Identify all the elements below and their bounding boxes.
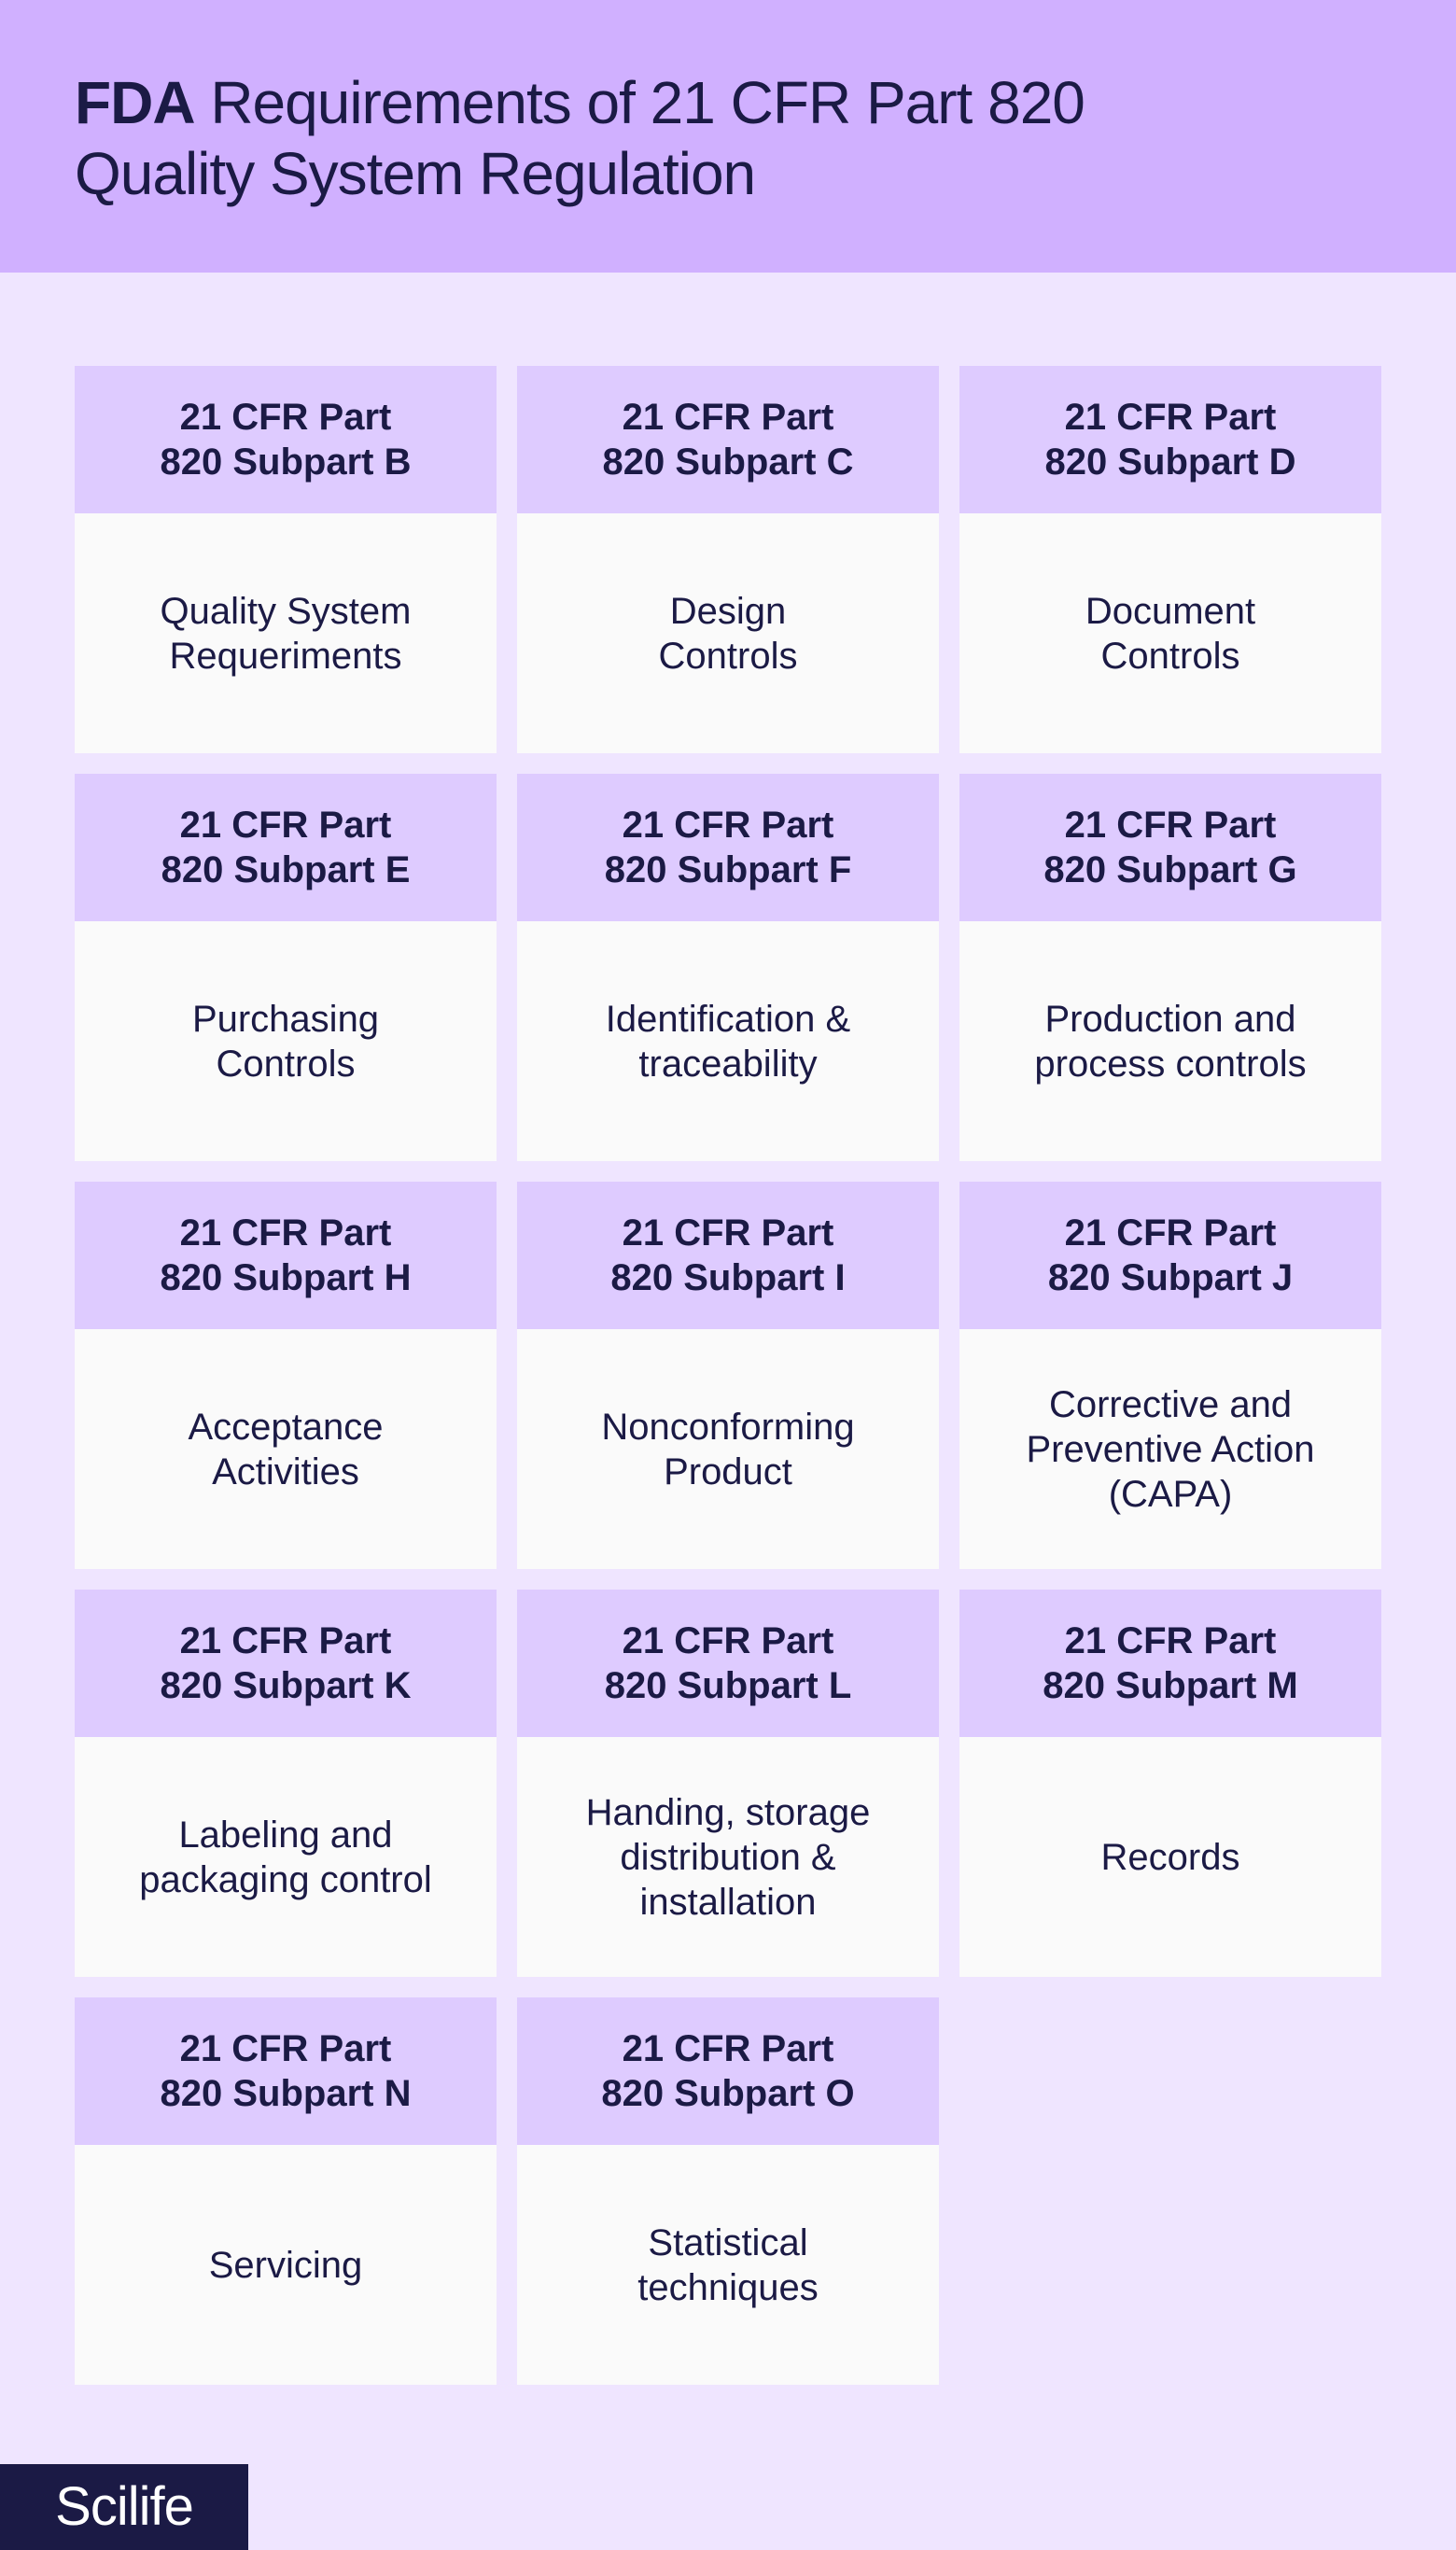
subpart-card-h: 21 CFR Part 820 Subpart H Acceptance Act… (75, 1182, 497, 1569)
subpart-card-l: 21 CFR Part 820 Subpart L Handing, stora… (517, 1590, 939, 1977)
header-banner: FDA Requirements of 21 CFR Part 820 Quali… (0, 0, 1456, 273)
card-description: Corrective and Preventive Action (CAPA) (959, 1329, 1381, 1569)
card-heading: 21 CFR Part 820 Subpart D (959, 366, 1381, 513)
subpart-card-i: 21 CFR Part 820 Subpart I Nonconforming … (517, 1182, 939, 1569)
card-description: Nonconforming Product (517, 1329, 939, 1569)
card-heading: 21 CFR Part 820 Subpart K (75, 1590, 497, 1737)
card-description: Labeling and packaging control (75, 1737, 497, 1977)
card-heading: 21 CFR Part 820 Subpart G (959, 774, 1381, 921)
subpart-card-j: 21 CFR Part 820 Subpart J Corrective and… (959, 1182, 1381, 1569)
card-heading: 21 CFR Part 820 Subpart O (517, 1997, 939, 2145)
page-title: FDA Requirements of 21 CFR Part 820 Quali… (75, 67, 1085, 209)
card-heading: 21 CFR Part 820 Subpart M (959, 1590, 1381, 1737)
card-description: Handing, storage distribution & installa… (517, 1737, 939, 1977)
card-heading: 21 CFR Part 820 Subpart C (517, 366, 939, 513)
card-description: Records (959, 1737, 1381, 1977)
subpart-card-g: 21 CFR Part 820 Subpart G Production and… (959, 774, 1381, 1161)
card-heading: 21 CFR Part 820 Subpart H (75, 1182, 497, 1329)
subpart-card-d: 21 CFR Part 820 Subpart D Document Contr… (959, 366, 1381, 753)
card-description: Identification & traceability (517, 921, 939, 1161)
subpart-card-f: 21 CFR Part 820 Subpart F Identification… (517, 774, 939, 1161)
subpart-card-k: 21 CFR Part 820 Subpart K Labeling and p… (75, 1590, 497, 1977)
card-description: Acceptance Activities (75, 1329, 497, 1569)
card-heading: 21 CFR Part 820 Subpart I (517, 1182, 939, 1329)
subpart-card-n: 21 CFR Part 820 Subpart N Servicing (75, 1997, 497, 2385)
card-heading: 21 CFR Part 820 Subpart E (75, 774, 497, 921)
card-description: Servicing (75, 2145, 497, 2385)
card-description: Production and process controls (959, 921, 1381, 1161)
title-line2: Quality System Regulation (75, 140, 756, 207)
title-bold-fda: FDA (75, 69, 196, 136)
card-heading: 21 CFR Part 820 Subpart B (75, 366, 497, 513)
title-line1-rest: Requirements of 21 CFR Part 820 (194, 69, 1085, 136)
card-description: Quality System Requeriments (75, 513, 497, 753)
subpart-card-e: 21 CFR Part 820 Subpart E Purchasing Con… (75, 774, 497, 1161)
card-heading: 21 CFR Part 820 Subpart N (75, 1997, 497, 2145)
card-heading: 21 CFR Part 820 Subpart F (517, 774, 939, 921)
subpart-card-m: 21 CFR Part 820 Subpart M Records (959, 1590, 1381, 1977)
card-description: Statistical techniques (517, 2145, 939, 2385)
card-heading: 21 CFR Part 820 Subpart L (517, 1590, 939, 1737)
card-heading: 21 CFR Part 820 Subpart J (959, 1182, 1381, 1329)
card-description: Purchasing Controls (75, 921, 497, 1161)
subpart-card-b: 21 CFR Part 820 Subpart B Quality System… (75, 366, 497, 753)
card-description: Document Controls (959, 513, 1381, 753)
subpart-card-c: 21 CFR Part 820 Subpart C Design Control… (517, 366, 939, 753)
subpart-grid: 21 CFR Part 820 Subpart B Quality System… (75, 366, 1381, 2385)
subpart-card-o: 21 CFR Part 820 Subpart O Statistical te… (517, 1997, 939, 2385)
scilife-logo: Scilife (0, 2464, 248, 2550)
card-description: Design Controls (517, 513, 939, 753)
